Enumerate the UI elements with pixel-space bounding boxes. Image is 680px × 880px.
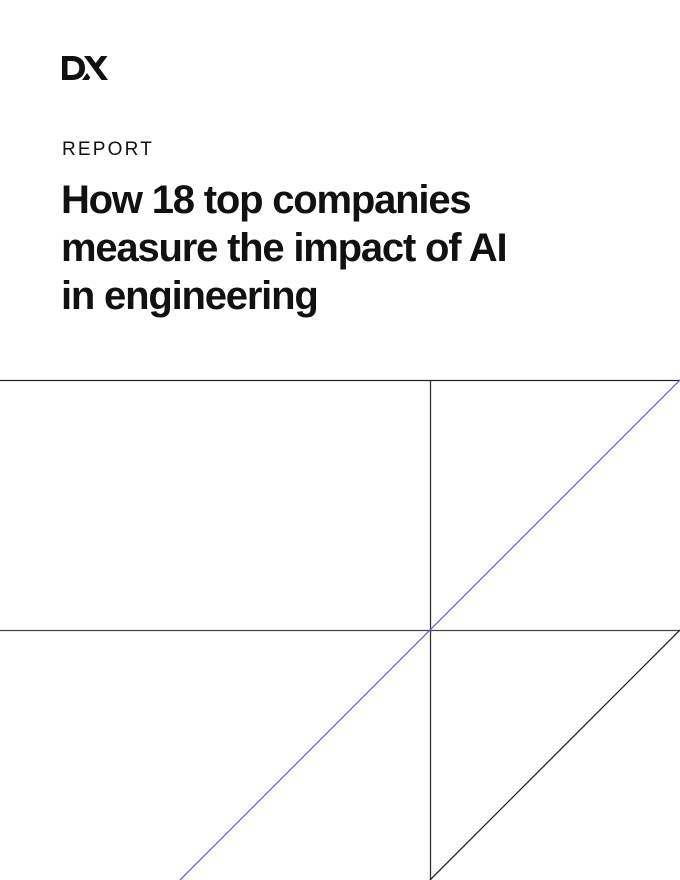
title-line-3: in engineering [61,274,319,318]
black-diagonal-line [429,629,680,880]
title-line-1: How 18 top companies [61,178,472,222]
title-line-2: measure the impact of AI [61,226,508,270]
dx-logo-icon [62,56,108,80]
report-title: How 18 top companies measure the impact … [61,176,621,320]
report-label: REPORT [62,139,155,160]
accent-diagonal-line [179,379,680,880]
